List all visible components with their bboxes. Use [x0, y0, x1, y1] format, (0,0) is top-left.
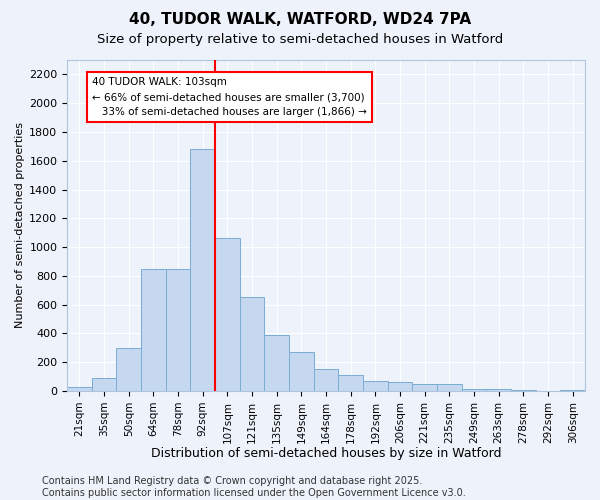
Bar: [560, 390, 585, 391]
Bar: [388, 382, 412, 391]
Bar: [265, 335, 289, 391]
X-axis label: Distribution of semi-detached houses by size in Watford: Distribution of semi-detached houses by …: [151, 447, 502, 460]
Text: 40 TUDOR WALK: 103sqm
← 66% of semi-detached houses are smaller (3,700)
   33% o: 40 TUDOR WALK: 103sqm ← 66% of semi-deta…: [92, 78, 367, 117]
Text: Contains HM Land Registry data © Crown copyright and database right 2025.
Contai: Contains HM Land Registry data © Crown c…: [42, 476, 466, 498]
Bar: [92, 378, 116, 391]
Bar: [338, 375, 363, 391]
Bar: [240, 298, 265, 391]
Y-axis label: Number of semi-detached properties: Number of semi-detached properties: [15, 122, 25, 328]
Bar: [141, 268, 166, 391]
Bar: [412, 384, 437, 391]
Bar: [363, 381, 388, 391]
Bar: [67, 386, 92, 391]
Text: 40, TUDOR WALK, WATFORD, WD24 7PA: 40, TUDOR WALK, WATFORD, WD24 7PA: [129, 12, 471, 28]
Bar: [166, 268, 190, 391]
Bar: [487, 390, 511, 391]
Bar: [190, 149, 215, 391]
Bar: [215, 238, 240, 391]
Bar: [437, 384, 461, 391]
Bar: [461, 389, 487, 391]
Bar: [116, 348, 141, 391]
Bar: [511, 390, 536, 391]
Bar: [289, 352, 314, 391]
Text: Size of property relative to semi-detached houses in Watford: Size of property relative to semi-detach…: [97, 32, 503, 46]
Bar: [314, 370, 338, 391]
